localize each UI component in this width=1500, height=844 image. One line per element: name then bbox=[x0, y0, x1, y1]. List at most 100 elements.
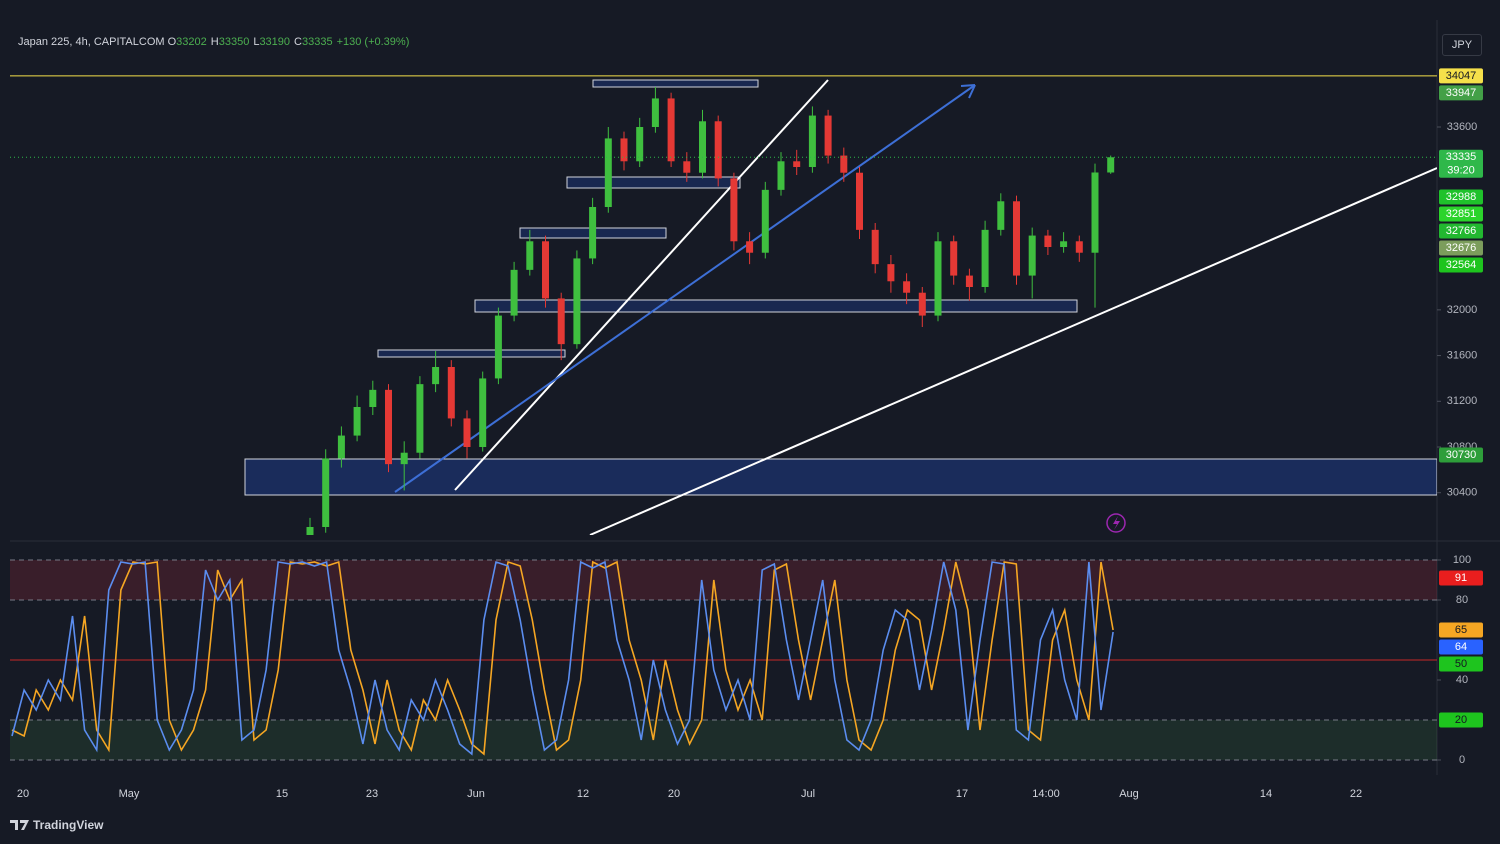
arrow-head bbox=[960, 84, 976, 99]
x-tick-label: Aug bbox=[1119, 788, 1139, 800]
legend: Japan 225, 4h, CAPITALCOM O33202 H33350 L3… bbox=[18, 36, 409, 48]
zone bbox=[10, 720, 1437, 760]
ohlc-value: 33335 bbox=[301, 36, 333, 48]
candle-body bbox=[856, 172, 863, 230]
candle-body bbox=[667, 98, 675, 162]
symbol: Japan 225, 4h, CAPITALCOM bbox=[18, 36, 165, 48]
candle-body bbox=[824, 115, 832, 156]
price-tag-label: 32766 bbox=[1446, 225, 1477, 237]
candle-body bbox=[337, 435, 345, 459]
candle-body bbox=[965, 275, 973, 287]
candle-body bbox=[306, 527, 314, 535]
trend-line bbox=[589, 167, 1437, 535]
ohlc-label: C bbox=[294, 36, 302, 48]
candle-body bbox=[808, 115, 816, 167]
x-tick-label: 22 bbox=[1350, 788, 1362, 800]
alert-bolt bbox=[1113, 516, 1120, 530]
price-tag bbox=[1439, 257, 1483, 273]
candle-body bbox=[494, 315, 502, 379]
candle-body bbox=[353, 407, 361, 436]
price-tag bbox=[1439, 85, 1483, 101]
candle-body bbox=[746, 241, 754, 253]
ohlc-label: O bbox=[167, 36, 177, 48]
price-tag bbox=[1439, 656, 1483, 672]
y-tick-label: 0 bbox=[1459, 754, 1465, 766]
x-tick-label: 20 bbox=[668, 788, 680, 800]
price-tag-label: 32988 bbox=[1446, 191, 1477, 203]
candle-body bbox=[997, 201, 1005, 230]
ohlc-label: H bbox=[210, 36, 219, 48]
candle-body bbox=[918, 292, 926, 316]
x-tick-label: Jul bbox=[801, 788, 815, 800]
candle-body bbox=[683, 161, 691, 173]
price-tag-label: 33947 bbox=[1446, 87, 1477, 99]
candle-body bbox=[1013, 201, 1020, 276]
candle-body bbox=[369, 389, 377, 407]
candle-body bbox=[934, 241, 942, 316]
candle-body bbox=[604, 138, 612, 207]
candle-body bbox=[589, 207, 597, 259]
candle-body bbox=[1060, 241, 1068, 247]
price-tag bbox=[1439, 223, 1483, 239]
x-tick-label: 14 bbox=[1260, 788, 1272, 800]
candle-body bbox=[322, 458, 330, 527]
candle-body bbox=[871, 229, 879, 265]
candle-body bbox=[542, 241, 549, 299]
price-tag-label: 34047 bbox=[1446, 70, 1477, 82]
change: +130 (+0.39%) bbox=[336, 36, 410, 48]
ohlc-label: L bbox=[253, 36, 260, 48]
oscillator-line bbox=[11, 560, 1114, 756]
x-tick-label: 23 bbox=[366, 788, 378, 800]
price-tag bbox=[1439, 68, 1483, 84]
candle-body bbox=[526, 241, 534, 270]
candle-body bbox=[950, 241, 958, 276]
y-tick-label: 32000 bbox=[1447, 304, 1478, 316]
candle-body bbox=[416, 384, 424, 453]
candle-body bbox=[651, 98, 659, 127]
candle-body bbox=[903, 281, 911, 293]
ohlc-value: 33202 bbox=[176, 36, 207, 48]
price-tag-label: 33335 bbox=[1446, 151, 1477, 163]
x-tick-label: 17 bbox=[956, 788, 968, 800]
level-box bbox=[592, 79, 759, 88]
price-tag bbox=[1439, 189, 1483, 205]
price-tag-label: 91 bbox=[1455, 572, 1467, 584]
x-tick-label: 12 bbox=[577, 788, 589, 800]
candle-body bbox=[573, 258, 581, 345]
candle-body bbox=[447, 367, 455, 419]
candle-body bbox=[1091, 172, 1099, 253]
zone bbox=[10, 560, 1437, 600]
x-tick-label: 14:00 bbox=[1032, 788, 1060, 800]
price-tag-label: 20 bbox=[1455, 714, 1467, 726]
countdown: 39:20 bbox=[1447, 165, 1475, 177]
ohlc: O33202 H33350 L33190 C33335 bbox=[168, 36, 337, 48]
price-tag bbox=[1439, 622, 1483, 638]
candle-body bbox=[385, 389, 392, 465]
alert-icon[interactable] bbox=[1106, 513, 1126, 533]
candle-body bbox=[510, 269, 518, 316]
candle-body bbox=[761, 189, 769, 253]
price-tag bbox=[1439, 570, 1483, 586]
level-box bbox=[474, 299, 1078, 313]
oscillator-pane bbox=[10, 559, 1437, 761]
level-box bbox=[377, 349, 566, 358]
candle-body bbox=[620, 138, 628, 162]
candle-body bbox=[714, 121, 722, 179]
oscillator-line bbox=[11, 560, 1114, 756]
candle-body bbox=[887, 264, 895, 282]
trend-arrow bbox=[394, 84, 976, 493]
candle-body bbox=[699, 121, 706, 173]
x-tick-label: 15 bbox=[276, 788, 288, 800]
currency-button[interactable]: JPY bbox=[1442, 34, 1482, 56]
candle-body bbox=[981, 229, 989, 287]
price-tag-label: 65 bbox=[1455, 624, 1467, 636]
brand-logo bbox=[10, 820, 29, 830]
price-tag bbox=[1439, 712, 1483, 728]
price-tag bbox=[1439, 639, 1483, 655]
price-tag bbox=[1439, 206, 1483, 222]
price-tag-label: 64 bbox=[1455, 641, 1467, 653]
ohlc-value: 33190 bbox=[259, 36, 291, 48]
brand: TradingView bbox=[33, 818, 104, 832]
